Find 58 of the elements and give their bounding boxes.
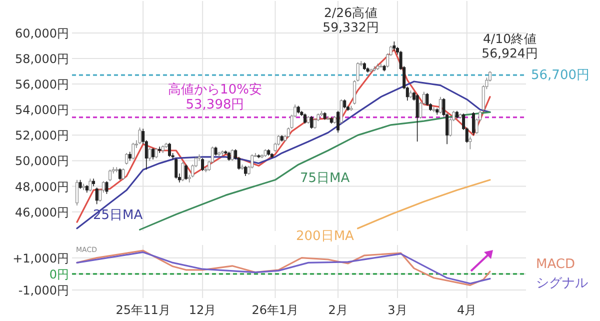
line-series <box>76 80 491 230</box>
candlestick <box>108 169 112 182</box>
candlestick <box>88 178 92 192</box>
candlestick <box>132 142 135 160</box>
candlestick <box>310 116 314 130</box>
y-tick-label: 48,000円 <box>15 180 69 194</box>
candlestick <box>168 142 172 158</box>
candlestick <box>105 180 108 194</box>
y-tick-label: 58,000円 <box>15 52 69 66</box>
candlestick <box>303 113 306 124</box>
line-series <box>357 179 491 230</box>
y-tick-label: -1,000円 <box>18 283 69 298</box>
y-tick-label: 56,000円 <box>15 78 69 92</box>
candlestick <box>151 148 154 160</box>
candlestick <box>122 168 125 180</box>
candlestick <box>118 168 122 180</box>
ref-line-label: 56,700円 <box>531 68 590 84</box>
candlestick <box>148 148 152 162</box>
x-tick-label: 25年11月 <box>116 303 170 317</box>
series-label: 25日MA <box>93 208 143 223</box>
ref-line-label: 高値から10%安 53,398円 <box>168 81 262 112</box>
y-tick-label: 0円 <box>49 267 69 282</box>
x-tick-label: 3月 <box>388 303 408 317</box>
candlestick <box>125 152 128 165</box>
candlestick <box>416 94 419 142</box>
candlestick <box>154 148 158 159</box>
candlestick <box>158 146 162 154</box>
candlestick <box>181 162 184 182</box>
candlestick <box>82 183 86 191</box>
annotation: 2/26高値 59,332円 <box>322 5 380 34</box>
y-tick-label: 52,000円 <box>15 128 69 143</box>
y-tick-label: 60,000円 <box>15 26 69 40</box>
candlestick <box>244 165 248 176</box>
candlestick <box>340 98 343 124</box>
x-tick-label: 26年1月 <box>252 303 299 317</box>
y-tick-label: 46,000円 <box>15 205 69 220</box>
y-tick-label: +1,000円 <box>12 251 69 266</box>
candlestick <box>392 41 396 52</box>
candlestick <box>438 96 442 114</box>
series-label: 200日MA <box>296 229 354 244</box>
candlestick <box>468 136 472 150</box>
annotation: 4/10終値 56,924円 <box>482 31 538 60</box>
x-tick-label: 12月 <box>188 303 216 317</box>
y-tick-label: 50,000円 <box>15 154 69 168</box>
text: MACD <box>536 257 575 272</box>
candlestick <box>95 187 98 205</box>
x-tick-label: 4月 <box>457 303 477 317</box>
series-label: 75日MA <box>300 171 350 186</box>
candlestick <box>230 148 234 162</box>
x-tick-label: 2月 <box>328 303 348 317</box>
candlestick <box>76 179 78 206</box>
candlestick <box>138 127 142 145</box>
candlestick <box>184 164 188 180</box>
y-tick-label: 54,000円 <box>15 103 69 118</box>
candlestick <box>336 110 340 134</box>
candlestick <box>472 112 475 136</box>
text: シグナル <box>536 276 588 291</box>
candlestick <box>201 158 204 172</box>
